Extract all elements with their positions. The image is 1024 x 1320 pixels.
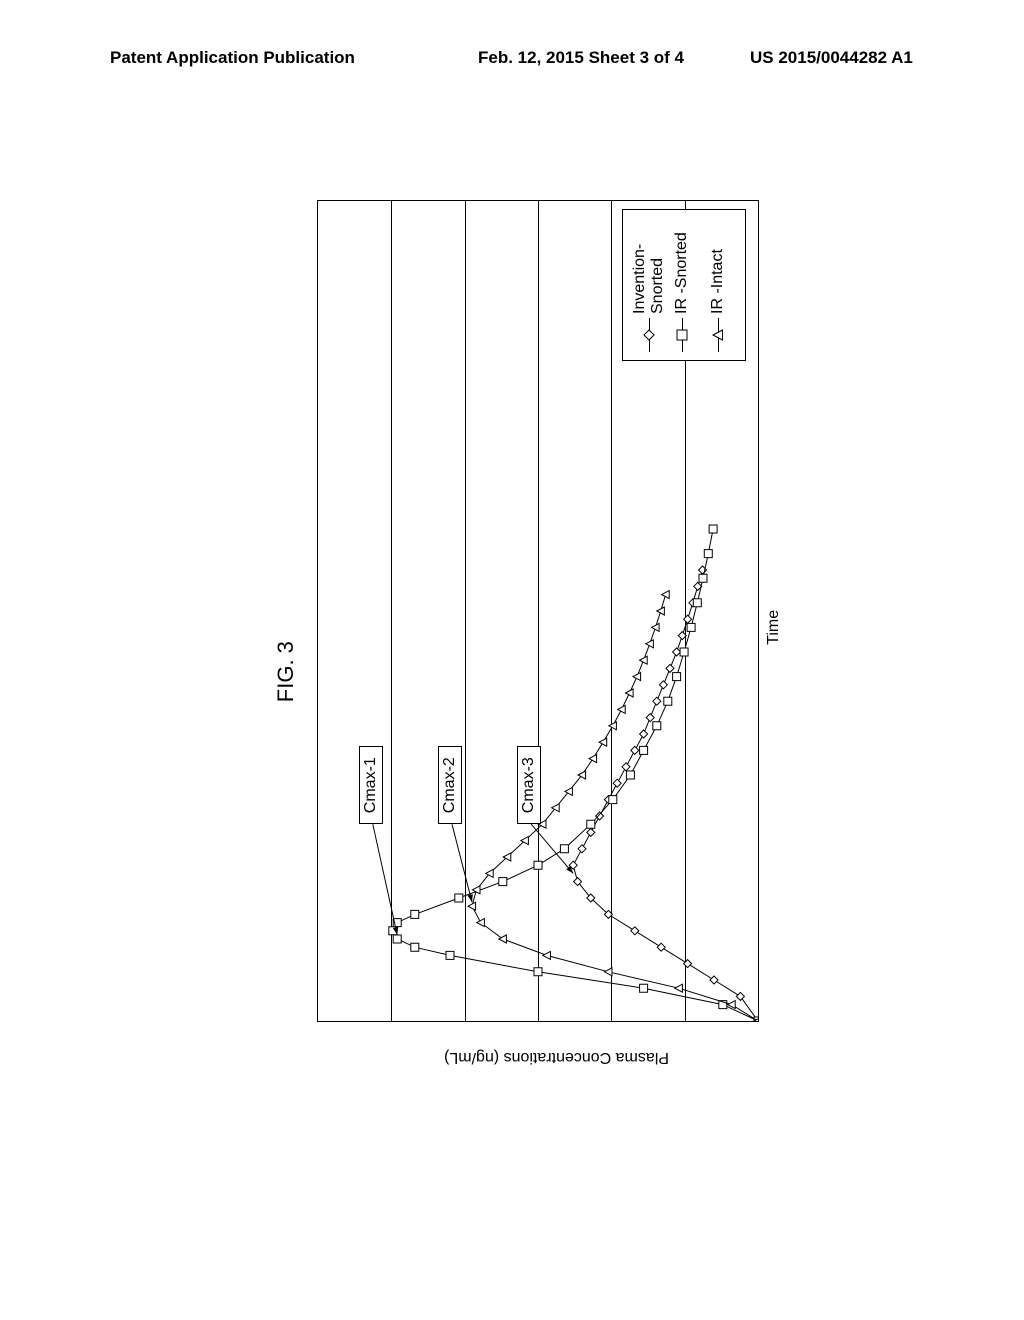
header-center: Feb. 12, 2015 Sheet 3 of 4 (478, 48, 684, 68)
series-marker (675, 984, 683, 992)
series-marker (693, 599, 701, 607)
legend-label: IR -Intact (709, 249, 727, 314)
series-marker (710, 976, 718, 984)
series-marker (468, 902, 476, 910)
series-marker (640, 746, 648, 754)
series-marker (393, 935, 401, 943)
series-marker (678, 632, 686, 640)
callout-line (452, 824, 472, 902)
legend-item: Invention-Snorted (631, 244, 667, 352)
series-marker (664, 697, 672, 705)
series-marker (673, 673, 681, 681)
series-marker (578, 845, 586, 853)
y-axis-label: Plasma Concentrations (ng/mL) (444, 1048, 669, 1066)
series-marker (411, 943, 419, 951)
callout-line (373, 824, 397, 935)
series-marker (640, 656, 648, 664)
page: Patent Application Publication Feb. 12, … (0, 0, 1024, 1320)
series-marker (622, 763, 630, 771)
series-marker (587, 828, 595, 836)
series-marker (699, 574, 707, 582)
series-line (573, 570, 758, 1021)
series-marker (631, 746, 639, 754)
series-marker (613, 779, 621, 787)
series-marker (599, 738, 607, 746)
figure-container: FIG. 3 Cmax-1 Cmax-2 Cmax-3 Invention-Snort… (267, 190, 797, 1074)
series-marker (626, 689, 634, 697)
callout-arrowhead (467, 894, 472, 902)
series-marker (534, 968, 542, 976)
series-marker (684, 615, 692, 623)
series-marker (736, 992, 744, 1000)
header-right: US 2015/0044282 A1 (750, 48, 913, 68)
series-marker (618, 705, 626, 713)
series-marker (455, 894, 463, 902)
series-marker (543, 951, 551, 959)
series-marker (560, 845, 568, 853)
series-marker (609, 796, 617, 804)
series-marker (684, 960, 692, 968)
series-marker (646, 640, 654, 648)
series-marker (604, 968, 612, 976)
series-marker (609, 722, 617, 730)
series-marker (499, 878, 507, 886)
series-marker (411, 910, 419, 918)
series-marker (446, 951, 454, 959)
series-marker (666, 664, 674, 672)
series-marker (704, 550, 712, 558)
series-marker (653, 722, 661, 730)
cmax-annotation: Cmax-1 (359, 746, 383, 824)
series-marker (631, 927, 639, 935)
series-marker (587, 820, 595, 828)
series-marker (651, 623, 659, 631)
series-marker (534, 861, 542, 869)
legend-swatch (642, 318, 656, 352)
series-marker (646, 714, 654, 722)
legend-label: Invention-Snorted (631, 244, 667, 314)
series-marker (640, 730, 648, 738)
series-marker (589, 755, 597, 763)
series-marker (477, 919, 485, 927)
legend-item: IR -Snorted (673, 232, 691, 352)
page-header: Patent Application Publication Feb. 12, … (0, 48, 1024, 72)
series-marker (680, 648, 688, 656)
series-marker (596, 812, 604, 820)
series-marker (673, 648, 681, 656)
x-axis-label: Time (765, 610, 783, 645)
series-marker (709, 525, 717, 533)
series-marker (662, 591, 670, 599)
series-marker (657, 607, 665, 615)
cmax-annotation: Cmax-3 (517, 746, 541, 824)
series-marker (653, 697, 661, 705)
series-marker (659, 681, 667, 689)
legend-swatch (675, 318, 689, 352)
legend-label: IR -Snorted (673, 232, 691, 314)
figure-title: FIG. 3 (273, 641, 299, 702)
header-left: Patent Application Publication (110, 48, 355, 68)
chart-area: Cmax-1 Cmax-2 Cmax-3 Invention-Snorted IR -S… (317, 200, 759, 1022)
cmax-annotation: Cmax-2 (438, 746, 462, 824)
series-marker (657, 943, 665, 951)
legend-swatch (711, 318, 725, 352)
series-marker (687, 623, 695, 631)
series-marker (499, 935, 507, 943)
series-marker (626, 771, 634, 779)
series-marker (640, 984, 648, 992)
legend: Invention-Snorted IR -Snorted IR -Intact (622, 209, 746, 361)
series-marker (633, 673, 641, 681)
series-line (472, 595, 758, 1021)
legend-item: IR -Intact (709, 249, 727, 352)
